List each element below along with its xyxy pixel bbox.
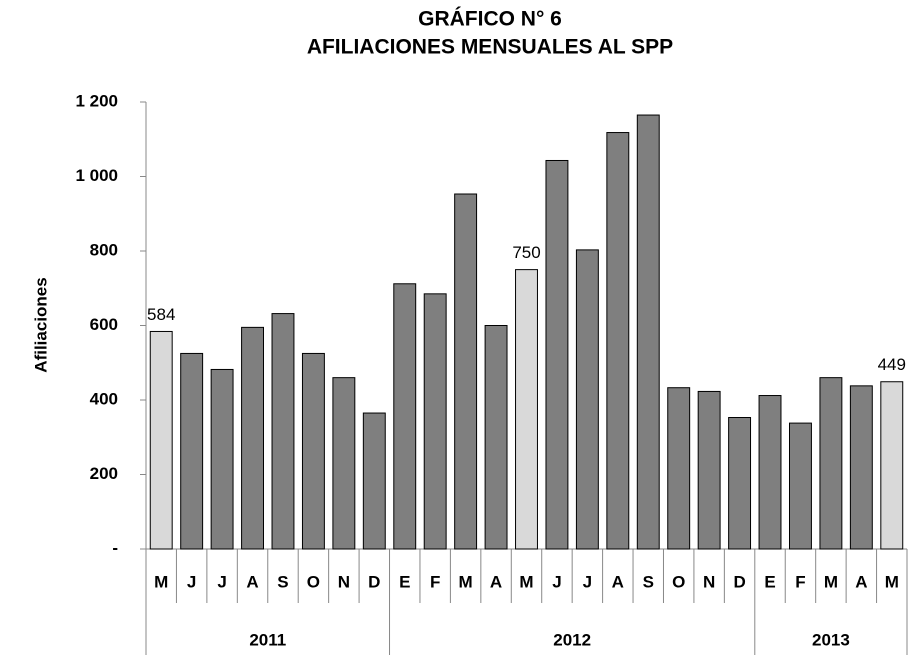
x-tick-label: S: [643, 572, 654, 591]
x-tick-label: A: [490, 572, 502, 591]
bar: [728, 417, 752, 550]
bar: [575, 249, 599, 550]
bar: [667, 387, 691, 550]
group-label: 2011: [249, 630, 286, 649]
bar: [423, 293, 447, 550]
bar: [636, 114, 660, 550]
y-tick-label: 800: [90, 240, 118, 259]
x-tick-label: F: [795, 572, 805, 591]
x-tick-label: N: [338, 572, 350, 591]
x-tick-label: E: [764, 572, 775, 591]
bar: [393, 283, 417, 550]
x-tick-label: D: [733, 572, 745, 591]
y-axis-label: Afiliaciones: [31, 277, 50, 372]
x-tick-label: M: [154, 572, 168, 591]
bar: [697, 390, 721, 550]
x-tick-label: S: [277, 572, 288, 591]
bar: [545, 159, 569, 550]
bar: [484, 325, 508, 550]
x-tick-label: J: [217, 572, 226, 591]
data-label: 449: [878, 355, 906, 374]
group-label: 2013: [812, 630, 850, 649]
bar: [149, 330, 173, 550]
chart-subtitle: AFILIACIONES MENSUALES AL SPP: [307, 36, 673, 59]
bar: [241, 326, 264, 550]
data-label: 750: [512, 243, 540, 262]
x-tick-label: O: [672, 572, 685, 591]
bar: [210, 368, 234, 550]
bar: [362, 412, 386, 550]
bar: [758, 395, 782, 550]
data-label: 584: [147, 305, 175, 324]
y-tick-label: 1 000: [75, 166, 118, 185]
bar: [515, 269, 538, 550]
x-tick-label: A: [246, 572, 258, 591]
bar: [606, 132, 630, 550]
bar: [301, 352, 325, 550]
bar: [819, 377, 843, 550]
x-tick-label: E: [399, 572, 410, 591]
x-tick-label: M: [459, 572, 473, 591]
x-tick-label: J: [583, 572, 592, 591]
x-tick-label: D: [368, 572, 380, 591]
y-tick-label: 1 200: [75, 91, 118, 110]
y-tick-label: -: [112, 538, 118, 557]
bar: [789, 422, 812, 550]
y-tick-label: 400: [90, 389, 118, 408]
chart-title: GRÁFICO N° 6: [418, 8, 562, 31]
y-tick-label: 200: [90, 464, 118, 483]
bar: [454, 193, 478, 550]
x-tick-label: O: [307, 572, 320, 591]
x-tick-label: F: [430, 572, 440, 591]
bar: [180, 352, 204, 550]
x-tick-label: A: [855, 572, 867, 591]
x-tick-label: M: [519, 572, 533, 591]
bar: [849, 385, 873, 550]
x-tick-label: A: [612, 572, 624, 591]
bar: [880, 381, 904, 550]
x-tick-label: M: [824, 572, 838, 591]
bar: [332, 377, 356, 550]
bar: [271, 313, 295, 550]
x-tick-label: M: [885, 572, 899, 591]
x-tick-label: J: [187, 572, 196, 591]
y-tick-label: 600: [90, 315, 118, 334]
group-label: 2012: [553, 630, 591, 649]
x-tick-label: N: [703, 572, 715, 591]
x-tick-label: J: [552, 572, 561, 591]
